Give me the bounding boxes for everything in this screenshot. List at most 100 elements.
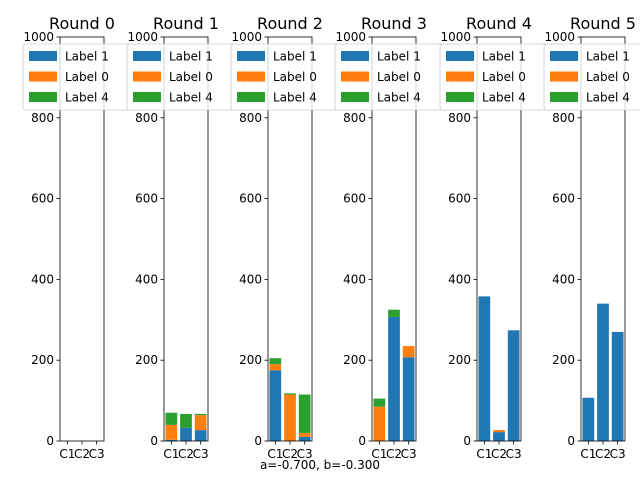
xtick-label-4-C3: C3 (506, 447, 522, 461)
legend-label-5-1: Label 0 (586, 70, 630, 84)
legend-label-2-1: Label 0 (273, 70, 317, 84)
legend-swatch-4-0 (446, 51, 474, 61)
ytick-label-5-600: 600 (552, 192, 575, 206)
legend-swatch-0-1 (29, 71, 57, 82)
xtick-label-3-C3: C3 (401, 447, 417, 461)
xtick-label-1-C1: C1 (163, 447, 179, 461)
legend-swatch-3-2 (341, 92, 369, 102)
bar-3-C3-s1 (402, 346, 415, 358)
panel-title-1: Round 1 (153, 14, 219, 33)
ytick-label-1-1000: 1000 (127, 30, 158, 44)
legend-label-0-2: Label 4 (65, 91, 109, 105)
legend-swatch-1-1 (133, 71, 161, 82)
legend-4: Label 1 Label 0 Label 4 (439, 43, 559, 111)
ytick-label-2-800: 800 (239, 111, 262, 125)
bar-2-C1-s0 (269, 370, 282, 441)
bar-2-C2-s1 (284, 394, 296, 441)
bar-4-C3-s0 (507, 330, 520, 441)
legend-label-0-0: Label 1 (65, 50, 109, 64)
ytick-label-1-400: 400 (135, 272, 158, 286)
xtick-label-5-C2: C2 (595, 447, 611, 461)
legend-swatch-5-0 (550, 51, 578, 61)
ytick-label-5-0: 0 (567, 434, 575, 448)
ytick-label-4-800: 800 (448, 111, 471, 125)
xtick-label-5-C1: C1 (580, 447, 596, 461)
legend-swatch-2-0 (237, 51, 265, 61)
ytick-label-0-600: 600 (31, 192, 54, 206)
ytick-label-5-200: 200 (552, 353, 575, 367)
ytick-label-1-200: 200 (135, 353, 158, 367)
legend-swatch-1-2 (133, 92, 161, 102)
legend-swatch-4-2 (446, 92, 474, 102)
xtick-label-0-C3: C3 (89, 447, 105, 461)
ytick-label-4-200: 200 (448, 353, 471, 367)
legend-swatch-0-0 (29, 51, 57, 61)
ytick-label-0-0: 0 (46, 434, 54, 448)
ytick-label-1-0: 0 (150, 434, 158, 448)
legend-label-0-1: Label 0 (65, 70, 109, 84)
ytick-label-3-0: 0 (358, 434, 366, 448)
xtick-label-0-C2: C2 (74, 447, 90, 461)
bar-5-C3-s0 (611, 331, 624, 441)
legend-swatch-0-2 (29, 92, 57, 102)
panel-title-3: Round 3 (361, 14, 427, 33)
ytick-label-4-1000: 1000 (440, 30, 471, 44)
bar-2-C3-s0 (298, 436, 311, 441)
legend-swatch-3-0 (341, 51, 369, 61)
bar-5-C1-s0 (582, 397, 595, 441)
bar-3-C2-s2 (388, 309, 400, 317)
legend-0: Label 1 Label 0 Label 4 (22, 43, 142, 111)
ytick-label-3-1000: 1000 (335, 30, 366, 44)
bar-3-C1-s1 (373, 406, 386, 441)
xtick-label-1-C2: C2 (178, 447, 194, 461)
legend-swatch-5-1 (550, 71, 578, 82)
ytick-label-3-200: 200 (343, 353, 366, 367)
bar-3-C3-s0 (402, 357, 415, 441)
bar-4-C2-s1 (493, 430, 505, 433)
ytick-label-3-800: 800 (343, 111, 366, 125)
legend-swatch-5-2 (550, 92, 578, 102)
bar-2-C1-s2 (269, 358, 282, 365)
legend-label-4-2: Label 4 (482, 91, 526, 105)
legend-label-2-2: Label 4 (273, 91, 317, 105)
legend-label-4-0: Label 1 (482, 50, 526, 64)
legend-swatch-4-1 (446, 71, 474, 82)
bar-1-C2-s0 (180, 427, 192, 441)
legend-swatch-2-1 (237, 71, 265, 82)
ytick-label-4-400: 400 (448, 272, 471, 286)
xtick-label-2-C2: C2 (282, 447, 298, 461)
bar-4-C2-s0 (493, 432, 505, 441)
legend-label-4-1: Label 0 (482, 70, 526, 84)
ytick-label-3-600: 600 (343, 192, 366, 206)
bar-1-C3-s2 (194, 413, 207, 416)
bar-1-C3-s1 (194, 415, 207, 431)
bar-5-C2-s0 (597, 303, 609, 441)
xtick-label-3-C2: C2 (386, 447, 402, 461)
legend-label-1-0: Label 1 (169, 50, 213, 64)
xtick-label-4-C2: C2 (491, 447, 507, 461)
bar-1-C1-s2 (165, 412, 178, 425)
ytick-label-3-400: 400 (343, 272, 366, 286)
ytick-label-2-200: 200 (239, 353, 262, 367)
legend-1: Label 1 Label 0 Label 4 (126, 43, 246, 111)
ytick-label-2-1000: 1000 (231, 30, 262, 44)
xtick-label-0-C1: C1 (59, 447, 75, 461)
ytick-label-0-200: 200 (31, 353, 54, 367)
bar-1-C2-s2 (180, 413, 192, 428)
legend-swatch-1-0 (133, 51, 161, 61)
bar-2-C3-s1 (298, 432, 311, 437)
ytick-label-5-1000: 1000 (544, 30, 575, 44)
legend-label-5-2: Label 4 (586, 91, 630, 105)
ytick-label-0-400: 400 (31, 272, 54, 286)
legend-label-3-1: Label 0 (377, 70, 421, 84)
ytick-label-2-400: 400 (239, 272, 262, 286)
ytick-label-2-0: 0 (254, 434, 262, 448)
bar-1-C1-s1 (165, 424, 178, 440)
ytick-label-4-0: 0 (463, 434, 471, 448)
